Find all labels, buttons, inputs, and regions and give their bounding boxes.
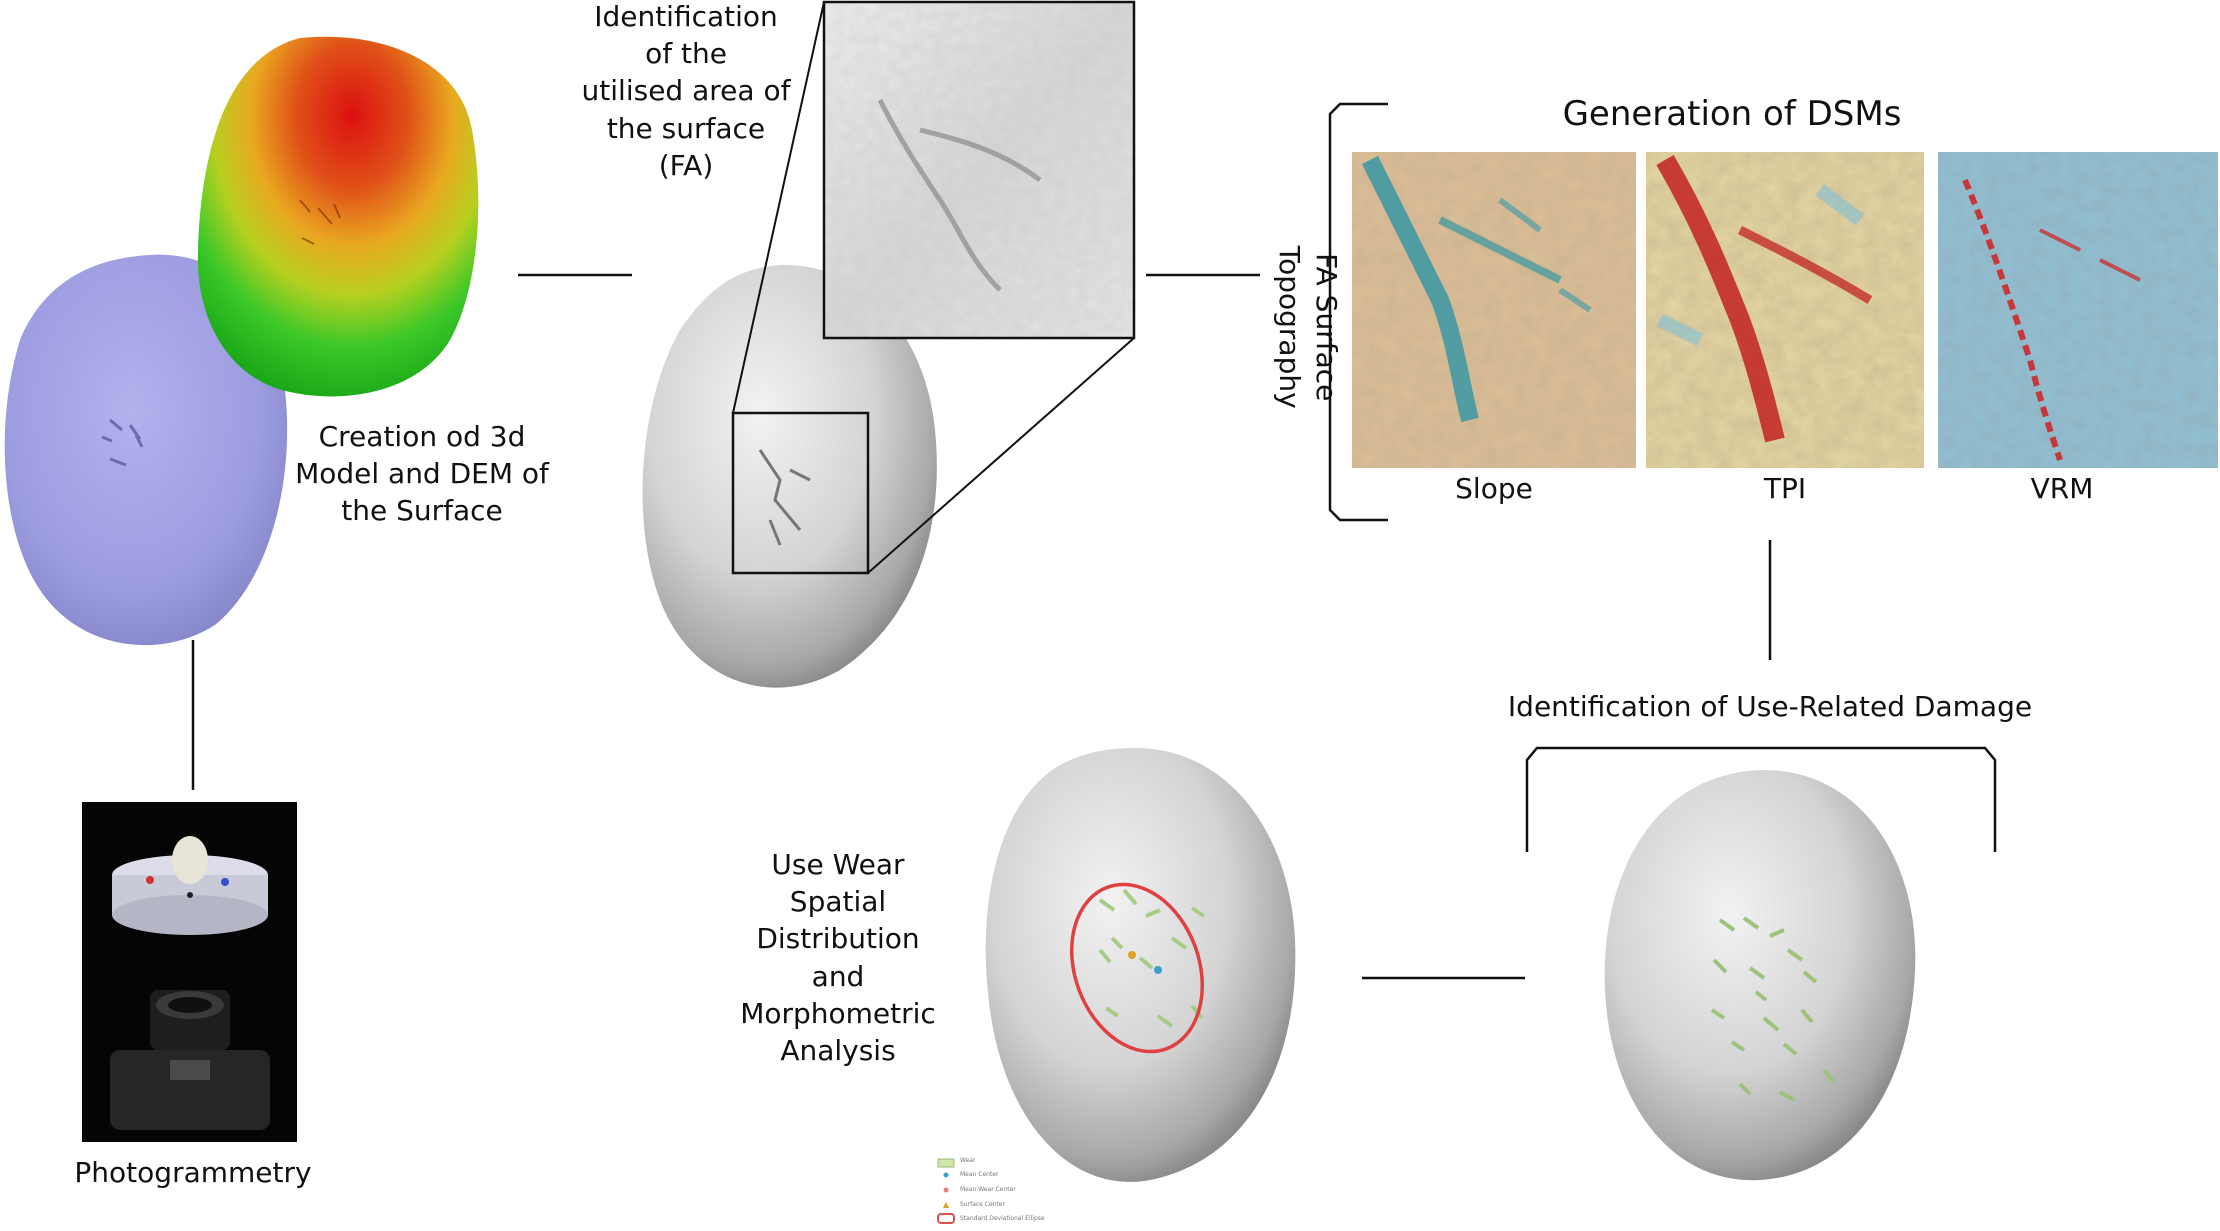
legend-mean-center-label: Mean Center [960,1171,999,1178]
dsm-tpi-panel [1646,152,1924,468]
legend-mean-center-swatch [943,1172,949,1178]
label-vrm: VRM [2030,472,2094,505]
legend-ellipse-label: Standard Deviational Ellipse [960,1215,1045,1222]
label-dsm-title: Generation of DSMs [1562,94,1902,134]
legend-mean-wear-center-swatch [943,1187,949,1193]
legend-surface-center-label: Surface Center [960,1201,1005,1208]
damage-bracket [1525,746,1997,852]
use-wear-stone-model [985,747,1296,1182]
zoom-line-top [732,1,825,414]
label-use-wear-analysis: Use Wear Spatial Distribution and Morpho… [740,848,936,1068]
label-photogrammetry: Photogrammetry [74,1156,312,1189]
fa-selection-box [731,411,870,575]
dsm-bracket [1328,102,1388,522]
label-fa-topography: FA Surface Topography [1273,245,1344,409]
mean-center-point [1154,966,1162,974]
label-use-related-damage: Identification of Use-Related Damage [1507,690,2033,723]
standard-deviational-ellipse [1069,882,1205,1054]
label-tpi: TPI [1763,472,1807,505]
dem-model [197,36,479,397]
surface-center-point [1128,951,1136,959]
dsm-vrm-panel [1938,152,2218,468]
zoom-line-bottom [867,337,1135,574]
fa-surface-marks [758,449,811,546]
legend-surface-center-swatch [943,1202,949,1208]
legend-wear-swatch [937,1158,955,1168]
label-model-creation: Creation od 3d Model and DEM of the Surf… [295,420,549,528]
label-slope: Slope [1455,472,1533,505]
lilac-3d-model [4,254,288,646]
model-surface-marks [101,418,144,467]
damage-wear-marks [1710,916,1836,1102]
label-identification-fa: Identification of the utilised area of t… [581,0,791,182]
dem-surface-marks [299,199,341,245]
legend-wear-label: Wear [960,1157,976,1164]
legend-mean-wear-center-label: Mean Wear Center [960,1186,1016,1193]
dsm-slope-panel [1352,152,1636,468]
central-stone-model [642,264,937,688]
photogrammetry-photo [82,802,297,1142]
legend-ellipse-swatch [937,1213,955,1224]
fa-zoom-inset [822,0,1136,340]
